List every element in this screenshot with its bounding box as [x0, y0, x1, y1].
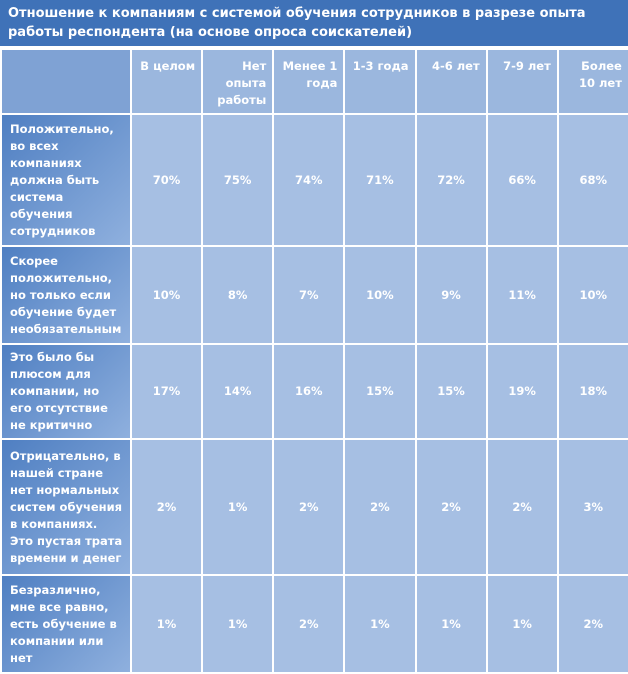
value-cell: 71% — [343, 113, 417, 247]
column-header: Нет опыта работы — [201, 48, 275, 115]
value-cell: 74% — [272, 113, 346, 247]
value-cell: 66% — [485, 113, 559, 247]
row-label: Безразлично, мне все равно, есть обучени… — [0, 574, 132, 674]
corner-cell — [0, 48, 132, 115]
header-row: В целом Нет опыта работы Менее 1 года 1-3 г… — [0, 48, 628, 115]
row-label: Отрицательно, в нашей стране нет нормаль… — [0, 438, 132, 576]
value-cell: 2% — [343, 438, 417, 576]
value-cell: 8% — [201, 245, 275, 345]
column-header: Более 10 лет — [556, 48, 628, 115]
row: Отрицательно, в нашей стране нет нормаль… — [0, 438, 628, 576]
value-cell: 15% — [414, 343, 488, 440]
value-cell: 72% — [414, 113, 488, 247]
column-header: Менее 1 года — [272, 48, 346, 115]
value-cell: 1% — [129, 574, 204, 674]
value-cell: 17% — [129, 343, 204, 440]
row-label: Это было бы плюсом для компании, но его … — [0, 343, 132, 440]
value-cell: 9% — [414, 245, 488, 345]
value-cell: 19% — [485, 343, 559, 440]
value-cell: 7% — [272, 245, 346, 345]
value-cell: 1% — [343, 574, 417, 674]
value-cell: 10% — [556, 245, 628, 345]
value-cell: 2% — [485, 438, 559, 576]
value-cell: 2% — [556, 574, 628, 674]
value-cell: 70% — [129, 113, 204, 247]
value-cell: 2% — [272, 438, 346, 576]
row: Скорее положительно, но только если обуч… — [0, 245, 628, 345]
value-cell: 1% — [414, 574, 488, 674]
column-header: В целом — [129, 48, 204, 115]
table-body: Положительно, во всех компаниях должна б… — [0, 113, 628, 674]
value-cell: 10% — [129, 245, 204, 345]
column-header: 1-3 года — [343, 48, 417, 115]
value-cell: 18% — [556, 343, 628, 440]
value-cell: 68% — [556, 113, 628, 247]
row-label: Положительно, во всех компаниях должна б… — [0, 113, 132, 247]
row-label: Скорее положительно, но только если обуч… — [0, 245, 132, 345]
row: Это было бы плюсом для компании, но его … — [0, 343, 628, 440]
value-cell: 3% — [556, 438, 628, 576]
column-header: 4-6 лет — [414, 48, 488, 115]
value-cell: 10% — [343, 245, 417, 345]
table: В целом Нет опыта работы Менее 1 года 1-3 г… — [0, 48, 628, 674]
value-cell: 15% — [343, 343, 417, 440]
value-cell: 11% — [485, 245, 559, 345]
column-header: 7-9 лет — [485, 48, 559, 115]
value-cell: 1% — [485, 574, 559, 674]
value-cell: 2% — [272, 574, 346, 674]
row: Положительно, во всех компаниях должна б… — [0, 113, 628, 247]
value-cell: 14% — [201, 343, 275, 440]
value-cell: 1% — [201, 438, 275, 576]
value-cell: 2% — [414, 438, 488, 576]
title: Отношение к компаниям с системой обучени… — [0, 0, 628, 46]
value-cell: 1% — [201, 574, 275, 674]
value-cell: 2% — [129, 438, 204, 576]
row: Безразлично, мне все равно, есть обучени… — [0, 574, 628, 674]
value-cell: 16% — [272, 343, 346, 440]
value-cell: 75% — [201, 113, 275, 247]
